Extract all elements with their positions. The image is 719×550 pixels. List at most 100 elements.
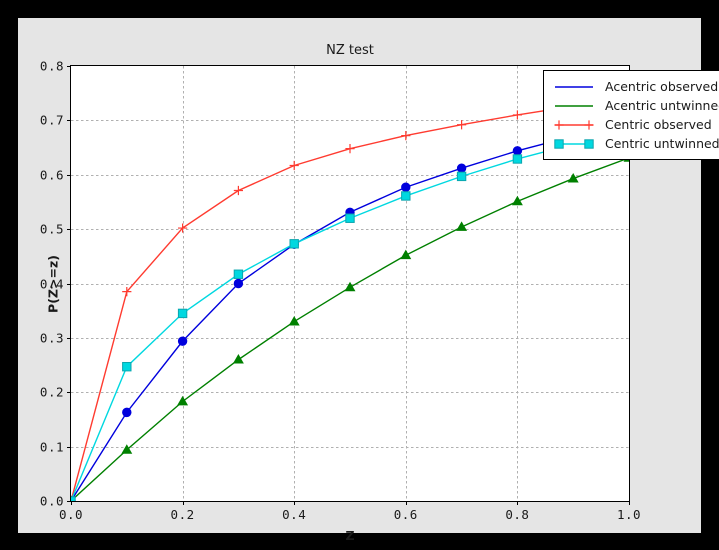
data-marker-square xyxy=(401,191,411,201)
y-tick-mark xyxy=(67,120,71,122)
data-marker-circle xyxy=(122,407,132,418)
data-marker-circle xyxy=(401,182,411,192)
series-0 xyxy=(71,117,629,501)
gridline-vertical xyxy=(294,66,296,501)
data-marker-square xyxy=(289,239,299,249)
data-marker-triangle xyxy=(177,395,189,406)
y-tick-mark xyxy=(67,337,71,339)
legend-swatch-triangle-icon xyxy=(552,98,596,114)
x-tick-label: 0.4 xyxy=(282,507,307,522)
x-tick-mark xyxy=(182,501,184,505)
y-tick-label: 0.4 xyxy=(39,276,64,291)
data-marker-circle xyxy=(512,146,523,156)
data-marker-plus xyxy=(401,131,411,141)
legend-label: Centric observed xyxy=(605,117,712,132)
x-tick-mark xyxy=(294,501,296,505)
data-marker-circle xyxy=(177,336,188,346)
chart-legend: Acentric observed Acentric untwinned Centr… xyxy=(543,70,719,160)
y-tick-label: 0.8 xyxy=(39,58,64,74)
data-marker-triangle xyxy=(121,444,133,454)
legend-swatch-plus-icon xyxy=(552,117,596,133)
y-tick-mark xyxy=(67,66,71,67)
data-marker-plus xyxy=(178,223,188,233)
gridline-horizontal xyxy=(71,229,629,231)
series-2 xyxy=(71,94,629,501)
y-tick-label: 0.5 xyxy=(39,221,64,237)
data-marker-plus xyxy=(122,287,132,297)
y-tick-mark xyxy=(67,392,71,394)
legend-item-1[interactable]: Acentric untwinned xyxy=(552,96,719,115)
y-tick-mark xyxy=(67,229,71,231)
legend-item-2[interactable]: Centric observed xyxy=(552,115,719,134)
legend-item-3[interactable]: Centric untwinned xyxy=(552,134,719,153)
legend-item-0[interactable]: Acentric observed xyxy=(552,77,719,96)
data-marker-square xyxy=(345,213,355,223)
chart-title: NZ test xyxy=(326,43,374,58)
data-marker-triangle xyxy=(456,221,468,231)
gridline-vertical xyxy=(182,66,184,501)
data-marker-plus xyxy=(457,120,467,130)
y-tick-label: 0.2 xyxy=(39,384,64,400)
x-tick-mark xyxy=(517,501,519,505)
data-marker-triangle xyxy=(511,195,523,206)
y-tick-label: 0.3 xyxy=(39,330,64,346)
series-line xyxy=(71,121,629,501)
legend-label: Centric untwinned xyxy=(605,136,719,151)
data-marker-triangle xyxy=(567,172,579,183)
gridline-horizontal xyxy=(71,337,629,339)
data-marker-triangle xyxy=(344,281,356,292)
x-tick-label: 1.0 xyxy=(616,507,642,522)
legend-swatch-square-icon xyxy=(552,136,596,152)
series-line xyxy=(71,130,629,501)
data-marker-triangle xyxy=(232,354,244,364)
x-tick-mark xyxy=(629,501,630,505)
y-tick-mark xyxy=(67,283,71,285)
data-marker-plus xyxy=(233,185,243,196)
x-tick-label: 0.0 xyxy=(58,507,84,522)
data-marker-square xyxy=(554,138,564,149)
gridline-horizontal xyxy=(71,446,629,448)
data-marker-triangle xyxy=(400,249,412,260)
y-tick-mark xyxy=(67,446,71,448)
gridline-vertical xyxy=(517,66,519,501)
y-tick-label: 0.7 xyxy=(39,112,64,128)
legend-swatch-circle-icon xyxy=(552,79,596,95)
y-tick-label: 0.0 xyxy=(39,493,64,509)
data-marker-square xyxy=(233,269,244,279)
data-marker-plus xyxy=(289,160,299,171)
y-tick-mark xyxy=(67,501,71,502)
gridline-vertical xyxy=(405,66,407,501)
gridline-horizontal xyxy=(71,120,629,122)
matplotlib-figure: NZ test Z P(Z>=z) 0.0 0.1 0.2 0.3 0.4 0.5 0.6 0… xyxy=(18,18,719,543)
data-marker-square xyxy=(456,171,467,182)
gridline-horizontal xyxy=(71,392,629,394)
data-marker-plus xyxy=(554,119,564,130)
x-tick-mark xyxy=(405,501,407,505)
data-marker-plus xyxy=(345,144,355,154)
data-marker-square xyxy=(584,138,594,149)
x-tick-label: 0.6 xyxy=(393,507,418,522)
data-marker-square xyxy=(177,308,188,319)
series-1 xyxy=(71,152,629,501)
x-tick-label: 0.2 xyxy=(170,507,195,522)
data-marker-square xyxy=(71,496,76,501)
series-3 xyxy=(71,126,629,501)
data-marker-circle xyxy=(233,278,244,289)
data-marker-plus xyxy=(512,110,522,120)
y-tick-mark xyxy=(67,174,71,176)
plot-axes: NZ test Z P(Z>=z) 0.0 0.1 0.2 0.3 0.4 0.5 0.6 0… xyxy=(40,43,719,543)
x-tick-mark xyxy=(71,501,72,505)
x-axis-label: Z xyxy=(345,528,355,543)
y-tick-label: 0.6 xyxy=(39,167,64,183)
legend-label: Acentric observed xyxy=(605,79,719,94)
y-tick-label: 0.1 xyxy=(39,439,64,455)
data-marker-square xyxy=(122,361,132,372)
data-marker-plus xyxy=(584,119,594,130)
x-tick-label: 0.8 xyxy=(505,507,530,522)
gridline-horizontal xyxy=(71,174,629,176)
legend-label: Acentric untwinned xyxy=(605,98,719,113)
data-marker-triangle xyxy=(288,315,300,326)
data-marker-circle xyxy=(456,163,467,173)
data-marker-square xyxy=(512,154,523,164)
